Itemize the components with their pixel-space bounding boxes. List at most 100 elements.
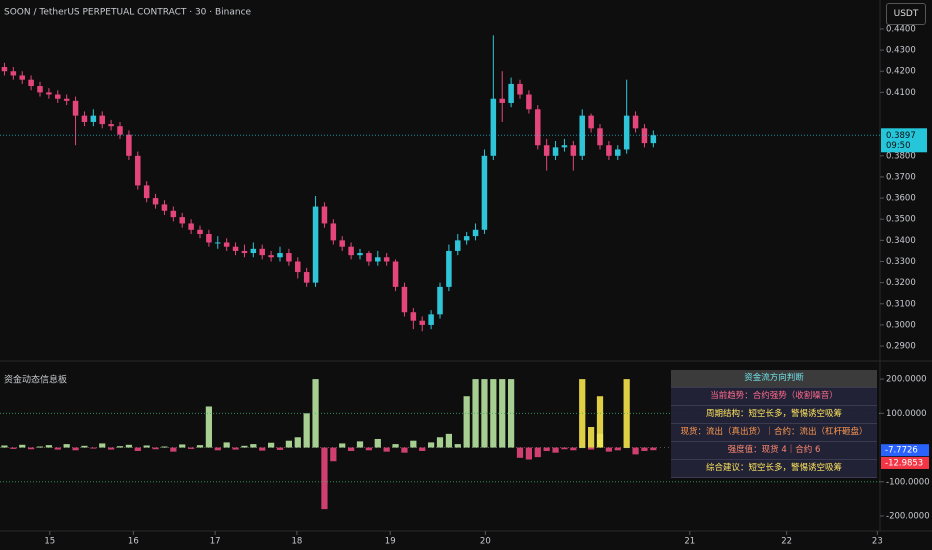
panel-row: 当前趋势：合约强势（收割噪音） [671, 388, 877, 406]
panel-title: 资金流方向判断 [671, 370, 877, 388]
histogram-bar [383, 447, 390, 452]
histogram-bar [365, 447, 372, 451]
histogram-bar [285, 440, 292, 448]
histogram-bar [356, 441, 364, 448]
y-tick-label: 0.4100 [886, 88, 916, 98]
histogram-bar [321, 447, 328, 510]
candle-body [632, 115, 639, 129]
candle-body [339, 240, 345, 247]
last-price-box [881, 128, 927, 153]
candle-body [543, 145, 550, 156]
histogram-bar [134, 447, 141, 451]
candle-body [615, 149, 621, 156]
candle-body [206, 234, 212, 243]
candle-body [232, 246, 239, 251]
histogram-bar [99, 443, 106, 448]
value-marker-label: -7.7726 [885, 446, 918, 456]
candle-body [570, 145, 577, 156]
histogram-bar [588, 427, 595, 448]
candle-body [135, 155, 141, 186]
histogram-bar [588, 447, 595, 450]
currency-button[interactable]: USDT [886, 3, 926, 25]
candle-body [1, 67, 8, 72]
candle-body [348, 246, 354, 256]
candle-body [46, 92, 52, 95]
histogram-bar [241, 445, 248, 448]
value-marker-label: -12.9853 [885, 458, 923, 468]
histogram-bar [392, 444, 399, 448]
histogram-bar [54, 447, 61, 450]
candle-body [383, 257, 390, 262]
candle-body [223, 242, 230, 247]
x-tick-label: 16 [128, 537, 139, 547]
y-tick-label: 0.3100 [886, 299, 916, 309]
histogram-bar [152, 447, 159, 450]
candle-body [650, 135, 657, 144]
histogram-bar [543, 447, 550, 451]
histogram-bar [10, 447, 17, 449]
x-tick-label: 23 [872, 537, 883, 547]
candle-body [126, 134, 132, 156]
histogram-bar [196, 445, 204, 448]
histogram-bar [428, 442, 435, 448]
candle-body [561, 145, 568, 148]
y-tick-label: 0.3800 [886, 151, 916, 161]
histogram-bar [561, 447, 568, 450]
y-tick-label: -200.0000 [886, 511, 930, 521]
candle-body [517, 83, 523, 95]
histogram-bar [90, 447, 97, 449]
histogram-bar [516, 447, 524, 458]
histogram-bar [125, 444, 132, 448]
candle-body [215, 242, 221, 244]
candle-body [170, 210, 177, 218]
histogram-bar [570, 447, 577, 451]
candle-body [472, 229, 479, 237]
candle-body [81, 115, 88, 122]
histogram-bar [330, 447, 337, 462]
candle-body [312, 206, 319, 283]
histogram-bar [614, 447, 621, 451]
candle-body [99, 115, 105, 125]
histogram-bar [552, 447, 559, 453]
candle-body [463, 236, 470, 241]
candle-body [552, 147, 559, 156]
candle-body [535, 109, 541, 146]
histogram-bar [419, 447, 426, 451]
candle-body [641, 128, 648, 144]
histogram-bar [401, 447, 408, 453]
candle-body [321, 206, 328, 224]
candle-body [588, 115, 594, 129]
candle-body [117, 126, 123, 135]
candle-body [623, 115, 630, 150]
histogram-bar [436, 437, 444, 448]
histogram-bar [463, 396, 470, 448]
panel-row: 现货：流出（真出货）｜合约：流出（杠杆砸盘） [671, 424, 877, 442]
histogram-bar [143, 445, 150, 448]
y-tick-label: 0.4300 [886, 46, 916, 56]
x-tick-label: 15 [44, 537, 55, 547]
histogram-bar [214, 447, 221, 451]
candle-body [188, 223, 194, 230]
y-tick-label: 0.4200 [886, 67, 916, 77]
indicator-title: 资金动态信息板 [4, 374, 67, 386]
histogram-bar [508, 379, 515, 448]
histogram-bar [632, 447, 639, 455]
histogram-bar [188, 447, 195, 449]
y-tick-label: 0.3700 [886, 172, 916, 182]
panel-row: 综合建议：短空长多，警惕诱空吸筹 [671, 460, 877, 478]
y-tick-label: 0.3300 [886, 257, 916, 267]
candle-body [303, 272, 310, 283]
candle-body [526, 94, 532, 110]
histogram-bar [534, 447, 541, 458]
candle-body [277, 253, 283, 258]
histogram-bar [232, 447, 239, 450]
symbol-title: SOON / TetherUS PERPETUAL CONTRACT · 30 … [4, 8, 252, 18]
candle-body [250, 248, 257, 254]
candle-body [37, 86, 43, 93]
y-tick-label: 0.3000 [886, 320, 916, 330]
countdown-label: 09:50 [886, 141, 911, 151]
histogram-bar [472, 379, 479, 448]
candle-body [481, 155, 488, 230]
y-tick-label: 200.0000 [886, 375, 927, 385]
candle-body [286, 253, 292, 262]
